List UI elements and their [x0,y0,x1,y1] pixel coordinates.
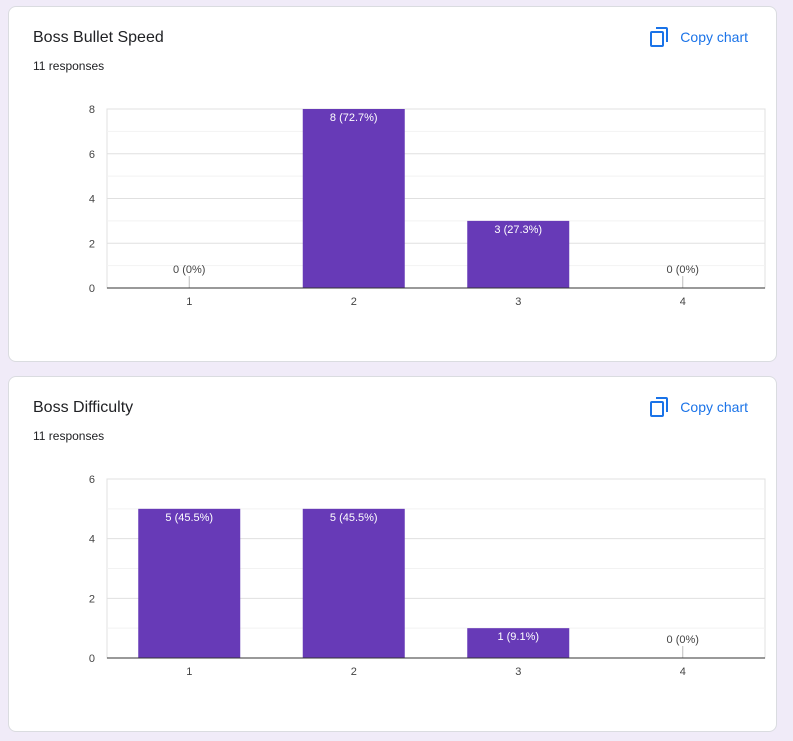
x-tick-label: 1 [186,296,192,308]
copy-chart-button[interactable]: Copy chart [650,395,748,419]
data-label: 0 (0%) [667,264,699,276]
copy-icon [650,396,670,418]
x-tick-label: 2 [351,296,357,308]
copy-chart-button[interactable]: Copy chart [650,25,748,49]
copy-chart-label: Copy chart [680,29,748,45]
response-count: 11 responses [33,429,105,443]
x-tick-label: 4 [680,666,686,678]
data-label: 0 (0%) [173,264,205,276]
y-tick-label: 0 [89,653,95,665]
data-label: 8 (72.7%) [330,112,378,124]
bar-chart-boss-difficulty: 0 2 4 6 5 (45.5%) 1 5 (45.5%) 2 1 (9.1%) 3 0 (0%) 4 [89,474,766,678]
card-title: Boss Difficulty [33,399,134,416]
y-tick-label: 2 [89,238,95,250]
bar [467,220,570,288]
data-label: 5 (45.5%) [330,512,378,524]
copy-chart-label: Copy chart [680,399,748,415]
bar [302,109,405,288]
bar [467,628,570,658]
bar-chart-boss-bullet-speed: 0 2 4 6 8 0 (0%) 1 8 (72.7%) 2 3 (27.3%) 3 0 (0%) 4 [89,104,766,308]
x-tick-label: 4 [680,296,686,308]
x-tick-label: 3 [515,666,521,678]
data-label: 0 (0%) [667,634,699,646]
x-tick-label: 2 [351,666,357,678]
y-tick-label: 2 [89,593,95,605]
y-tick-label: 0 [89,283,95,295]
y-tick-label: 4 [89,534,95,546]
bar [302,508,405,658]
x-tick-label: 3 [515,296,521,308]
data-label: 5 (45.5%) [165,512,213,524]
y-tick-label: 6 [89,149,95,161]
bar [138,508,241,658]
chart-card-boss-bullet-speed: Boss Bullet Speed 11 responses Copy char… [8,6,777,362]
response-count: 11 responses [33,59,105,73]
x-tick-label: 1 [186,666,192,678]
y-tick-label: 4 [89,194,95,206]
card-title: Boss Bullet Speed [33,29,164,46]
data-label: 3 (27.3%) [494,224,542,236]
data-label: 1 (9.1%) [497,631,539,643]
copy-icon [650,26,670,48]
chart-card-boss-difficulty: Boss Difficulty 11 responses Copy chart … [8,376,777,732]
y-tick-label: 6 [89,474,95,486]
y-tick-label: 8 [89,104,95,116]
